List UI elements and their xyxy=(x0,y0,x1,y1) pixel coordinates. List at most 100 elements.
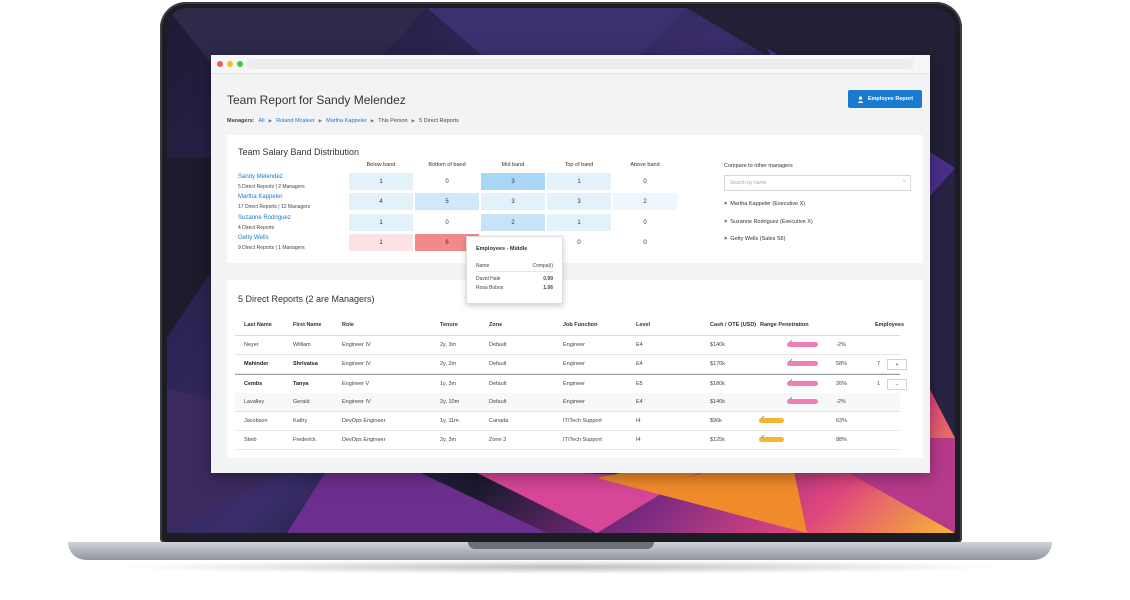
manager-link-sandy[interactable]: Sandy Melendez xyxy=(238,174,283,180)
cell-zone: Default xyxy=(489,381,507,387)
cell-last: Lavalley xyxy=(244,399,265,405)
band-cell[interactable]: 0 xyxy=(643,178,647,185)
range-penetration-bar xyxy=(787,399,818,404)
breadcrumb-item-all[interactable]: All xyxy=(258,118,265,124)
table-row[interactable]: Lavalley Gerald Engineer IV 2y, 10m Default E… xyxy=(235,393,900,412)
header-range-penetration[interactable]: Range Penetration xyxy=(760,322,809,328)
band-cell[interactable]: 4 xyxy=(349,193,413,210)
range-marker-icon: ✓ xyxy=(761,434,766,440)
expand-button[interactable]: + xyxy=(887,359,907,370)
band-cell[interactable]: 1 xyxy=(349,214,413,231)
band-cell[interactable]: 1 xyxy=(349,173,413,190)
minimize-dot-icon[interactable] xyxy=(227,61,233,67)
table-row[interactable]: Steib Frederick DevOps Engineer 2y, 3m Zone … xyxy=(235,431,900,450)
manager-sub-sandy: 5 Direct Reports | 2 Managers xyxy=(238,184,305,190)
cell-pen: -2% xyxy=(836,399,846,405)
compare-item: × Getty Wells (Sales S6) xyxy=(724,236,785,242)
band-cell[interactable]: 0 xyxy=(577,239,581,246)
cell-employees: 1 xyxy=(877,381,881,387)
tooltip-col-value: Compa(i) xyxy=(532,263,553,269)
band-cell[interactable]: 1 xyxy=(547,173,611,190)
cell-job: Engineer xyxy=(563,381,586,387)
manager-link-suzanne[interactable]: Suzanne Rodriguez xyxy=(238,215,291,221)
compare-search-input[interactable]: Search by name × xyxy=(724,175,911,191)
range-penetration-bar xyxy=(759,418,784,423)
band-cell[interactable]: 2 xyxy=(613,193,677,210)
tooltip-col-name: Name xyxy=(476,263,490,269)
cell-tenure: 1y, 3m xyxy=(440,381,457,387)
cell-role: Engineer IV xyxy=(342,342,371,348)
collapse-button[interactable]: − xyxy=(887,379,907,390)
table-row[interactable]: Neyer William Engineer IV 2y, 3m Default Engi… xyxy=(235,336,900,355)
close-dot-icon[interactable] xyxy=(217,61,223,67)
header-cash[interactable]: Cash / OTE (USD) xyxy=(710,322,757,328)
cell-role: DevOps Engineer xyxy=(342,437,386,443)
user-icon xyxy=(857,96,864,103)
clear-icon[interactable]: × xyxy=(902,179,906,185)
cell-tenure: 1y, 11m xyxy=(440,418,459,424)
band-cell[interactable]: 1 xyxy=(349,234,413,251)
cell-cash: $170k xyxy=(710,361,725,367)
band-cell[interactable]: 0 xyxy=(445,219,449,226)
manager-sub-getty: 9 Direct Reports | 1 Managers xyxy=(238,245,305,251)
band-cell[interactable]: 2 xyxy=(481,214,545,231)
table-row[interactable]: Mahinder Shrivatsa Engineer IV 2y, 2m Defaul… xyxy=(235,355,907,374)
employee-report-button[interactable]: Employee Report xyxy=(848,90,922,108)
browser-bar xyxy=(211,55,930,74)
breadcrumb-item-martha[interactable]: Martha Kappeler xyxy=(326,118,367,124)
compare-item-label: Martha Kappeler (Executive X) xyxy=(730,201,806,207)
cell-pen: -2% xyxy=(836,342,846,348)
breadcrumb-item-roland[interactable]: Roland Mcaleer xyxy=(276,118,315,124)
cell-cash: $140k xyxy=(710,399,725,405)
remove-icon[interactable]: × xyxy=(724,201,728,207)
column-header-above-band: Above band xyxy=(630,162,660,168)
cell-role: Engineer V xyxy=(342,381,370,387)
cell-employees: 7 xyxy=(877,361,881,367)
band-cell[interactable]: 3 xyxy=(481,193,545,210)
cell-last: Cembs xyxy=(244,381,263,387)
remove-icon[interactable]: × xyxy=(724,236,728,242)
header-first-name[interactable]: First Name xyxy=(293,322,322,328)
header-zone[interactable]: Zone xyxy=(489,322,503,328)
manager-link-getty[interactable]: Getty Wells xyxy=(238,235,269,241)
table-row[interactable]: Jacobson Kathy DevOps Engineer 1y, 11m Canad… xyxy=(235,412,900,431)
band-cell[interactable]: 5 xyxy=(415,193,479,210)
header-level[interactable]: Level xyxy=(636,322,651,328)
chevron-right-icon: ▶ xyxy=(411,118,416,123)
range-penetration-bar xyxy=(787,361,818,366)
band-cell[interactable]: 0 xyxy=(643,219,647,226)
tooltip-title: Employees - Middle xyxy=(476,246,528,252)
tooltip-divider xyxy=(476,271,553,272)
band-cell[interactable]: 3 xyxy=(481,173,545,190)
cell-last: Jacobson xyxy=(244,418,268,424)
header-last-name[interactable]: Last Name xyxy=(244,322,272,328)
band-cell[interactable]: 6 xyxy=(415,234,479,251)
range-marker-icon: ✓ xyxy=(761,415,766,421)
band-cell[interactable]: 1 xyxy=(547,214,611,231)
cell-job: Engineer xyxy=(563,361,586,367)
cell-pen: 26% xyxy=(836,381,848,387)
header-job-function[interactable]: Job Function xyxy=(563,322,598,328)
header-role[interactable]: Role xyxy=(342,322,354,328)
band-cell[interactable]: 0 xyxy=(643,239,647,246)
manager-link-martha[interactable]: Martha Kappeler xyxy=(238,194,283,200)
cell-job: IT/Tech Support xyxy=(563,418,602,424)
breadcrumb-item-direct-reports: 5 Direct Reports xyxy=(419,118,459,124)
tooltip-row-name: Rosa Bobos xyxy=(476,285,504,291)
address-bar[interactable] xyxy=(247,59,913,69)
manager-sub-martha: 17 Direct Reports | 12 Managers xyxy=(238,204,311,210)
table-row[interactable]: Cembs Tanya Engineer V 1y, 3m Default Enginee… xyxy=(235,374,907,394)
header-employees[interactable]: Employees xyxy=(875,322,905,328)
band-cell[interactable]: 0 xyxy=(445,178,449,185)
tooltip-row-value: 0.99 xyxy=(543,276,553,282)
band-cell[interactable]: 3 xyxy=(547,193,611,210)
column-header-mid-band: Mid band xyxy=(501,162,525,168)
range-marker-icon: ✓ xyxy=(789,358,794,364)
header-tenure[interactable]: Tenure xyxy=(440,322,458,328)
page-title: Team Report for Sandy Melendez xyxy=(227,93,406,107)
cell-last: Neyer xyxy=(244,342,259,348)
maximize-dot-icon[interactable] xyxy=(237,61,243,67)
cell-first: Shrivatsa xyxy=(293,361,318,367)
remove-icon[interactable]: × xyxy=(724,219,728,225)
range-penetration-bar xyxy=(787,342,818,347)
